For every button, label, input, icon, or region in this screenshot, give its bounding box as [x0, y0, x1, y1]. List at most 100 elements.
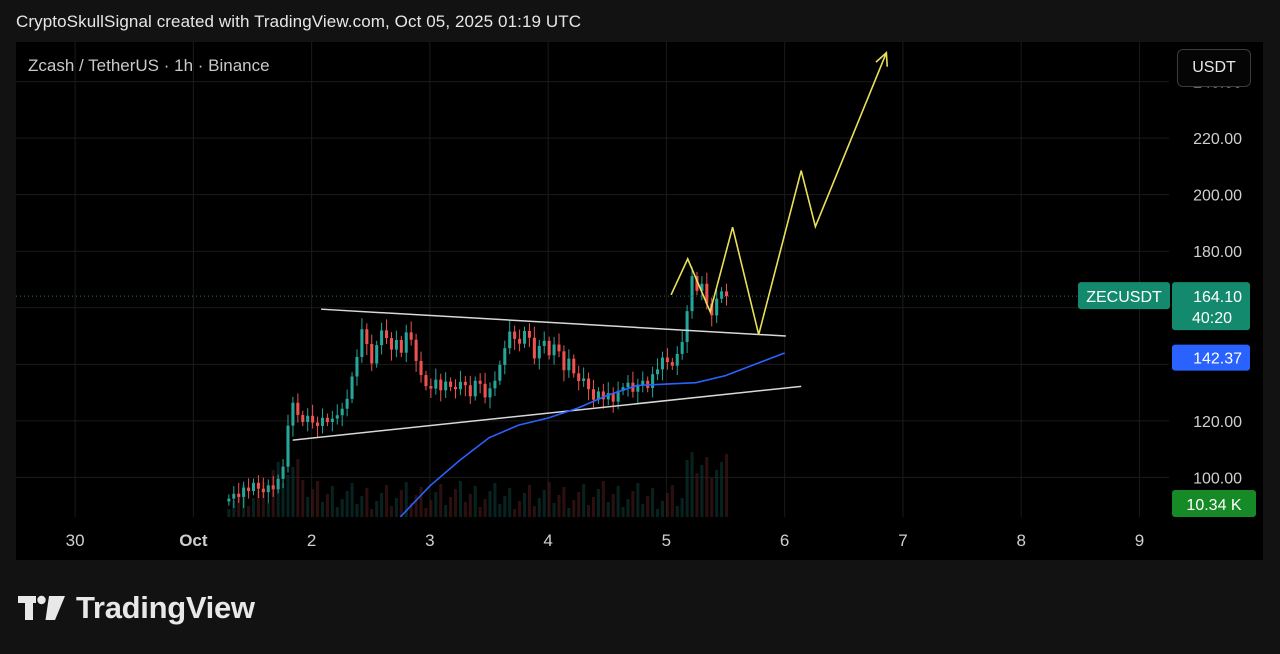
- candle-body: [458, 381, 462, 390]
- y-tick-label: 220.00: [1193, 131, 1242, 148]
- candle-body: [695, 276, 699, 291]
- volume-bar: [493, 483, 497, 517]
- volume-bar: [631, 491, 635, 517]
- y-tick-label: 180.00: [1193, 244, 1242, 261]
- candle-body: [498, 364, 502, 381]
- candle-body: [449, 381, 453, 387]
- volume-bar: [453, 489, 458, 517]
- volume-bar: [483, 499, 487, 517]
- volume-bar: [542, 490, 546, 517]
- candle-body: [478, 380, 482, 384]
- volume-bar: [532, 506, 536, 517]
- volume-bar: [720, 462, 724, 517]
- volume-bar: [345, 491, 349, 517]
- snapshot-caption: CryptoSkullSignal created with TradingVi…: [16, 12, 582, 31]
- candle-body: [330, 418, 334, 422]
- volume-bars: [227, 452, 729, 517]
- x-tick-label: 7: [898, 531, 907, 550]
- volume-bar: [251, 498, 256, 517]
- volume-bar: [414, 495, 418, 517]
- axes: 100.00120.00140.00160.00180.00200.00220.…: [66, 75, 1242, 550]
- candle-body: [488, 388, 492, 398]
- moving-average-label: 142.37: [1193, 351, 1242, 368]
- candle-body: [656, 369, 660, 375]
- volume-bar: [350, 483, 354, 517]
- volume-bar: [473, 486, 477, 517]
- y-tick-label: 100.00: [1193, 470, 1242, 487]
- candle-body: [350, 376, 354, 399]
- candle-body: [468, 385, 472, 397]
- brand-footer[interactable]: TradingView: [18, 588, 255, 628]
- volume-bar: [705, 457, 709, 517]
- volume-bar: [611, 494, 615, 517]
- projection-arrowhead: [875, 51, 889, 67]
- volume-bar: [527, 485, 531, 517]
- candle-body: [503, 348, 507, 365]
- volume-bar: [404, 482, 408, 517]
- candle-body: [715, 298, 719, 316]
- candle-body: [385, 330, 389, 339]
- candle-body: [286, 425, 290, 467]
- last-price-label: 164.10: [1193, 289, 1242, 306]
- candle-body: [483, 383, 487, 398]
- grid-layer: [16, 42, 1169, 517]
- volume-bar: [503, 496, 507, 517]
- chart-panel[interactable]: [16, 42, 1263, 560]
- volume-bar: [700, 465, 704, 517]
- candle-body: [606, 393, 610, 400]
- volume-bar: [660, 501, 664, 517]
- candle-body: [237, 493, 241, 497]
- volume-bar: [385, 485, 389, 517]
- candle-body: [276, 478, 280, 490]
- volume-bar: [355, 504, 359, 517]
- volume-bar: [419, 487, 423, 517]
- candle-body: [636, 384, 640, 392]
- candle-body: [404, 332, 408, 353]
- candle-body: [256, 482, 260, 489]
- volume-bar: [458, 481, 462, 517]
- volume-bar: [537, 498, 541, 517]
- tradingview-logo-icon: [18, 595, 65, 620]
- candle-body: [320, 417, 325, 426]
- candle-body: [266, 485, 270, 493]
- candle-body: [680, 341, 684, 354]
- x-tick-label: 4: [543, 531, 552, 550]
- volume-bar: [508, 488, 512, 517]
- volume-bar: [365, 488, 369, 517]
- volume-bar: [498, 504, 502, 517]
- x-tick-label: 9: [1135, 531, 1144, 550]
- candle-body: [527, 330, 531, 338]
- candle-body: [611, 393, 615, 402]
- candle-body: [567, 358, 571, 371]
- volume-bar: [394, 498, 398, 517]
- candle-body: [596, 391, 600, 400]
- candle-body: [281, 466, 285, 479]
- candle-body: [562, 351, 566, 371]
- currency-unit-button[interactable]: USDT: [1177, 49, 1251, 87]
- volume-bar: [685, 460, 689, 517]
- volume-bar: [360, 496, 364, 517]
- volume-bar: [237, 493, 241, 517]
- candle-body: [453, 386, 458, 390]
- candle-body: [547, 340, 551, 356]
- volume-bar: [522, 493, 527, 517]
- candle-body: [271, 485, 275, 490]
- volume-bar: [247, 506, 251, 517]
- candle-body: [724, 291, 729, 297]
- volume-bar: [601, 481, 605, 517]
- candle-body: [582, 378, 586, 382]
- x-tick-label: 2: [307, 531, 316, 550]
- candle-body: [675, 353, 679, 366]
- candle-body: [247, 487, 251, 491]
- candle-body: [394, 340, 398, 350]
- volume-bar: [296, 459, 300, 517]
- volume-bar: [286, 475, 290, 517]
- candle-body: [380, 330, 384, 346]
- volume-bar: [724, 454, 729, 517]
- volume-bar: [311, 489, 315, 517]
- volume-bar: [596, 489, 600, 517]
- volume-bar: [301, 480, 305, 517]
- candle-body: [537, 345, 541, 359]
